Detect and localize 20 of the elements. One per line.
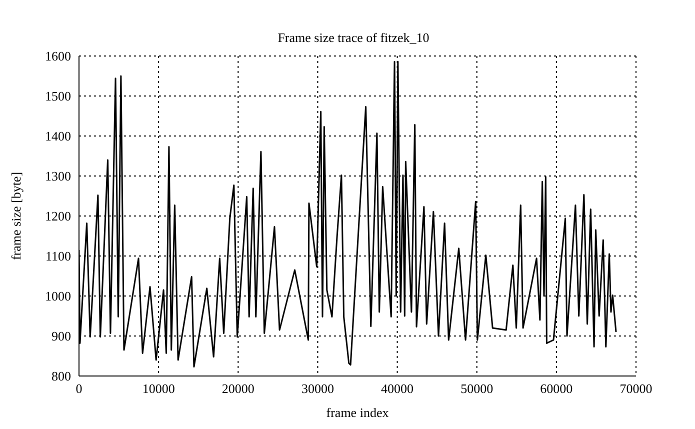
x-tick-label: 40000 — [381, 381, 414, 396]
y-tick-label: 1600 — [45, 48, 71, 64]
x-axis-title: frame index — [326, 405, 390, 420]
y-tick-label: 1300 — [45, 168, 71, 184]
x-tick-label: 50000 — [460, 381, 494, 396]
y-tick-label: 900 — [52, 328, 71, 344]
y-tick-label: 1400 — [45, 128, 71, 144]
y-tick-label: 1100 — [45, 248, 71, 264]
x-tick-label: 70000 — [620, 381, 652, 396]
x-tick-label: 0 — [76, 381, 82, 396]
x-tick-label: 10000 — [142, 381, 175, 396]
y-tick-label: 1000 — [45, 288, 71, 304]
x-tick-label: 20000 — [222, 381, 254, 396]
x-tick-label: 60000 — [540, 381, 573, 396]
y-tick-label: 1500 — [45, 88, 71, 104]
y-axis-title: frame size [byte] — [8, 172, 24, 260]
x-tick-label: 30000 — [301, 381, 334, 396]
chart-title: Frame size trace of fitzek_10 — [276, 30, 430, 46]
y-tick-label: 1200 — [45, 208, 71, 224]
y-tick-label: 800 — [52, 368, 71, 384]
